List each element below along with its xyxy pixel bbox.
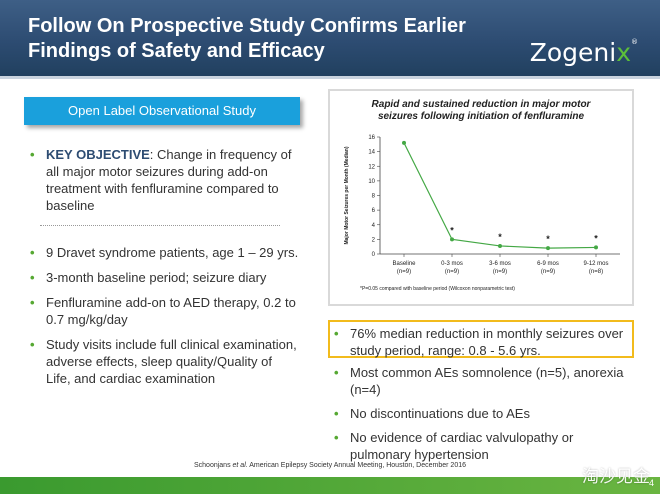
slide-title: Follow On Prospective Study Confirms Ear… bbox=[28, 14, 498, 64]
chart-footnote: *P=0.05 compared with baseline period (W… bbox=[360, 286, 515, 292]
logo-tm: ® bbox=[631, 38, 638, 46]
key-objective-list: KEY OBJECTIVE: Change in frequency of al… bbox=[30, 146, 292, 214]
list-item: Fenfluramine add-on to AED therapy, 0.2 … bbox=[30, 294, 300, 328]
chart-title-line1: Rapid and sustained reduction in major m… bbox=[371, 99, 591, 110]
y-tick-label: 16 bbox=[368, 135, 375, 141]
y-tick-label: 14 bbox=[368, 150, 375, 156]
citation-suffix: American Epilepsy Society Annual Meeting… bbox=[247, 462, 466, 469]
x-tick-sublabel: (n=9) bbox=[541, 269, 555, 275]
key-objective-text: : Change in frequency of all major motor… bbox=[46, 147, 292, 213]
zogenix-logo: Zogenix® bbox=[530, 38, 638, 67]
header-bar: Follow On Prospective Study Confirms Ear… bbox=[0, 0, 660, 76]
y-tick-label: 8 bbox=[372, 194, 376, 200]
x-tick-label: 0-3 mos bbox=[441, 261, 463, 267]
data-point bbox=[402, 140, 406, 145]
page-number: 4 bbox=[648, 478, 654, 488]
logo-x: x bbox=[616, 38, 631, 67]
significance-marker: * bbox=[594, 233, 598, 243]
citation-etal: et al. bbox=[232, 462, 248, 469]
study-type-box: Open Label Observational Study bbox=[24, 97, 300, 125]
list-item: Study visits include full clinical exami… bbox=[30, 336, 300, 387]
highlight-list: 76% median reduction in monthly seizures… bbox=[334, 325, 630, 359]
citation-prefix: Schoonjans bbox=[193, 462, 233, 469]
y-tick-label: 12 bbox=[368, 164, 375, 170]
chart-title: Rapid and sustained reduction in major m… bbox=[330, 99, 632, 123]
data-point bbox=[450, 237, 454, 242]
y-tick-label: 2 bbox=[372, 237, 376, 243]
slide-title-line2: Findings of Safety and Efficacy bbox=[28, 40, 325, 62]
slide-title-line1: Follow On Prospective Study Confirms Ear… bbox=[28, 15, 466, 37]
study-details-list: 9 Dravet syndrome patients, age 1 – 29 y… bbox=[30, 244, 300, 395]
key-objective-label: KEY OBJECTIVE bbox=[46, 147, 150, 162]
chart-panel: Rapid and sustained reduction in major m… bbox=[328, 89, 634, 306]
data-point bbox=[498, 243, 502, 248]
list-item: 3-month baseline period; seizure diary bbox=[30, 269, 300, 286]
list-item: No evidence of cardiac valvulopathy or p… bbox=[334, 429, 634, 463]
key-objective-item: KEY OBJECTIVE: Change in frequency of al… bbox=[30, 146, 292, 214]
seizure-line-chart: 0 2 4 6 8 10 12 14 16 Major Motor Seizures per Mo… bbox=[344, 135, 620, 292]
chart-title-line2: seizures following initiation of fenflur… bbox=[377, 111, 585, 122]
results-list: Most common AEs somnolence (n=5), anorex… bbox=[334, 364, 634, 470]
x-tick-label: 6-9 mos bbox=[537, 261, 559, 267]
dotted-divider bbox=[40, 225, 280, 226]
list-item: Most common AEs somnolence (n=5), anorex… bbox=[334, 364, 634, 398]
x-tick-label: 3-6 mos bbox=[489, 261, 511, 267]
y-tick-label: 6 bbox=[372, 208, 376, 214]
x-tick-label: 9-12 mos bbox=[583, 261, 608, 267]
list-item: 9 Dravet syndrome patients, age 1 – 29 y… bbox=[30, 244, 300, 261]
significance-marker: * bbox=[450, 225, 454, 235]
footer-bar bbox=[0, 477, 660, 494]
y-tick-label: 10 bbox=[368, 179, 375, 185]
data-point bbox=[594, 245, 598, 250]
data-point bbox=[546, 246, 550, 251]
y-tick-label: 4 bbox=[372, 223, 376, 229]
y-tick-label: 0 bbox=[372, 252, 376, 258]
x-tick-label: Baseline bbox=[392, 261, 416, 267]
header-divider bbox=[0, 76, 660, 79]
x-tick-sublabel: (n=9) bbox=[445, 269, 459, 275]
significance-marker: * bbox=[546, 234, 550, 244]
watermark-text: 淘沙见金 bbox=[582, 467, 650, 487]
logo-main: Zogeni bbox=[529, 38, 617, 67]
citation: Schoonjans et al. American Epilepsy Soci… bbox=[0, 462, 660, 469]
y-axis-label: Major Motor Seizures per Month (Median) bbox=[344, 146, 350, 244]
list-item: No discontinuations due to AEs bbox=[334, 405, 634, 422]
significance-marker: * bbox=[498, 232, 502, 242]
x-tick-sublabel: (n=9) bbox=[397, 269, 411, 275]
x-tick-sublabel: (n=8) bbox=[589, 269, 603, 275]
x-tick-sublabel: (n=9) bbox=[493, 269, 507, 275]
highlight-item: 76% median reduction in monthly seizures… bbox=[334, 325, 630, 359]
